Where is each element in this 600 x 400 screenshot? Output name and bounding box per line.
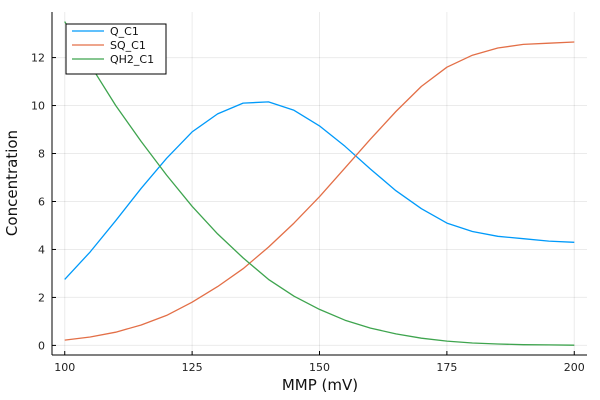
x-tick-label: 150 <box>309 361 330 374</box>
y-tick-label: 12 <box>31 52 45 65</box>
y-tick-label: 10 <box>31 100 45 113</box>
legend-entry-label: QH2_C1 <box>110 53 154 66</box>
legend-entry-label: Q_C1 <box>110 25 139 38</box>
series-lines <box>64 21 575 346</box>
y-tick-label: 2 <box>38 291 45 304</box>
y-tick-label: 6 <box>38 195 45 208</box>
series-line-0 <box>64 101 575 280</box>
x-tick-labels: 100 125 150 175 200 <box>54 361 585 374</box>
series-line-2 <box>64 21 575 346</box>
y-tick-label: 0 <box>38 339 45 352</box>
y-tick-labels: 0 2 4 6 8 10 12 <box>31 52 45 353</box>
x-tick-label: 200 <box>564 361 585 374</box>
y-tick-label: 4 <box>38 243 45 256</box>
series-line-1 <box>64 41 575 341</box>
x-axis-label: MMP (mV) <box>282 376 358 394</box>
y-tick-label: 8 <box>38 148 45 161</box>
x-tick-label: 175 <box>436 361 457 374</box>
axes <box>51 12 587 356</box>
legend-entry-label: SQ_C1 <box>110 39 146 52</box>
x-tick-label: 100 <box>54 361 75 374</box>
y-axis-label: Concentration <box>3 130 21 236</box>
legend-box <box>65 23 167 75</box>
x-tick-label: 125 <box>182 361 203 374</box>
